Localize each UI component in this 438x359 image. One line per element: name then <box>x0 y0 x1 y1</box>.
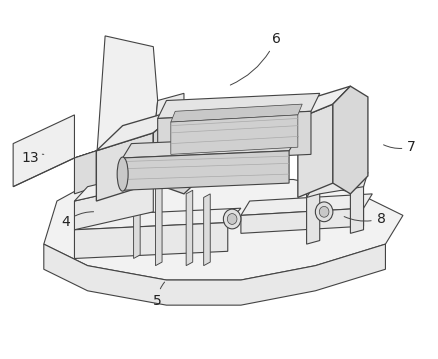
Polygon shape <box>350 180 364 233</box>
Polygon shape <box>171 115 298 154</box>
Polygon shape <box>96 36 158 165</box>
Polygon shape <box>158 93 320 118</box>
Polygon shape <box>96 133 153 201</box>
Text: 4: 4 <box>61 212 94 229</box>
Polygon shape <box>307 172 368 197</box>
Polygon shape <box>333 86 368 194</box>
Polygon shape <box>74 169 162 201</box>
Polygon shape <box>74 223 228 258</box>
Polygon shape <box>298 86 350 118</box>
Polygon shape <box>74 133 153 158</box>
Polygon shape <box>307 190 320 244</box>
Polygon shape <box>123 136 298 158</box>
Polygon shape <box>44 244 385 305</box>
Polygon shape <box>155 180 162 266</box>
Polygon shape <box>153 93 184 144</box>
Text: 7: 7 <box>384 140 416 154</box>
Polygon shape <box>186 190 193 266</box>
Ellipse shape <box>223 209 241 229</box>
Polygon shape <box>96 108 184 151</box>
Polygon shape <box>123 151 289 190</box>
Polygon shape <box>298 104 333 197</box>
Polygon shape <box>44 169 403 280</box>
Polygon shape <box>204 194 210 266</box>
Polygon shape <box>134 180 140 258</box>
Ellipse shape <box>117 157 128 191</box>
Polygon shape <box>241 194 372 215</box>
Text: 13: 13 <box>22 150 44 164</box>
Polygon shape <box>74 151 96 194</box>
Polygon shape <box>153 108 210 194</box>
Text: 8: 8 <box>344 211 385 225</box>
Ellipse shape <box>227 214 237 224</box>
Ellipse shape <box>319 206 329 217</box>
Polygon shape <box>158 111 311 162</box>
Polygon shape <box>171 104 302 122</box>
Text: 6: 6 <box>230 32 280 85</box>
Polygon shape <box>241 208 364 233</box>
Text: 5: 5 <box>153 282 165 308</box>
Polygon shape <box>74 208 241 230</box>
Polygon shape <box>74 183 153 230</box>
Polygon shape <box>13 115 74 187</box>
Ellipse shape <box>315 202 333 222</box>
